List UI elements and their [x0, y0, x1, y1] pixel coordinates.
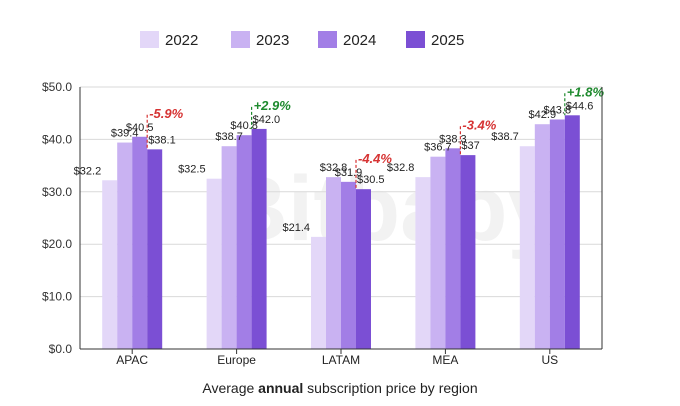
value-label: $31.9 — [335, 167, 363, 179]
value-label: $37 — [461, 140, 479, 152]
legend-swatch — [318, 31, 337, 48]
chart-caption: Average annual subscription price by reg… — [0, 380, 680, 396]
value-label: $32.8 — [387, 162, 415, 174]
change-label: -5.9% — [149, 106, 183, 121]
watermark: Bitbaby — [221, 158, 558, 260]
change-label: -3.4% — [462, 117, 496, 132]
x-axis: APAC Europe LATAM MEA US — [80, 87, 603, 367]
x-tick-label: US — [541, 353, 558, 367]
value-label: $21.4 — [282, 222, 310, 234]
value-label: $32.5 — [178, 164, 206, 176]
value-label: $32.8 — [320, 162, 348, 174]
bar — [415, 177, 431, 349]
caption-pre: Average — [202, 380, 259, 396]
value-label: $38.7 — [215, 131, 243, 143]
bar — [221, 146, 237, 349]
value-label: $39.4 — [111, 128, 139, 140]
chart-legend: 2022 2023 2024 2025 — [140, 31, 464, 49]
value-label: $44.6 — [566, 100, 594, 112]
legend-label: 2024 — [343, 32, 376, 49]
legend-label: 2023 — [256, 32, 289, 49]
bar — [549, 119, 565, 349]
value-label: $32.2 — [74, 165, 102, 177]
legend-swatch — [406, 31, 425, 48]
bar — [460, 155, 476, 349]
bar — [311, 236, 326, 349]
bar — [132, 136, 148, 349]
y-tick-label: $20.0 — [42, 237, 72, 251]
x-tick-label: Europe — [217, 353, 256, 367]
value-label: $42.0 — [253, 114, 281, 126]
y-tick-label: $50.0 — [42, 80, 72, 94]
bar — [117, 142, 133, 349]
value-label: $30.5 — [357, 174, 385, 186]
legend-label: 2022 — [165, 32, 198, 49]
value-label: $40.5 — [126, 122, 154, 134]
bar — [341, 181, 356, 349]
bar — [251, 128, 267, 349]
bar — [102, 180, 118, 349]
x-tick-label: LATAM — [322, 353, 360, 367]
legend-swatch — [140, 31, 159, 48]
x-tick-label: MEA — [432, 353, 458, 367]
bars: $32.2$39.4$40.5$38.1-5.9%$32.5$38.7$40.8… — [74, 84, 605, 350]
bar — [519, 146, 535, 349]
y-axis: $0.0 $10.0 $20.0 $30.0 $40.0 $50.0 — [42, 80, 81, 356]
x-tick-label: APAC — [116, 353, 148, 367]
bar — [356, 189, 371, 349]
y-tick-label: $0.0 — [49, 342, 73, 356]
bar — [206, 178, 222, 349]
value-label: $40.8 — [230, 120, 258, 132]
caption-post: subscription price by region — [303, 380, 478, 396]
bar — [147, 149, 163, 349]
bar — [236, 135, 252, 349]
caption-bold: annual — [258, 380, 304, 396]
change-label: +2.9% — [254, 98, 292, 113]
change-label: +1.8% — [567, 84, 605, 99]
bar — [445, 148, 461, 349]
bar — [564, 115, 580, 350]
bar — [430, 156, 446, 349]
legend-swatch — [231, 31, 250, 48]
value-label: $36.7 — [424, 142, 452, 154]
y-tick-label: $30.0 — [42, 185, 72, 199]
y-tick-label: $10.0 — [42, 290, 72, 304]
value-label: $38.3 — [439, 133, 467, 145]
value-label: $38.1 — [148, 134, 176, 146]
change-label: -4.4% — [358, 151, 392, 166]
value-label: $43.8 — [544, 104, 572, 116]
legend-label: 2025 — [431, 32, 464, 49]
value-label: $38.7 — [491, 131, 519, 143]
y-tick-label: $40.0 — [42, 132, 72, 146]
bar — [326, 177, 341, 349]
bar — [534, 124, 550, 349]
value-label: $42.9 — [529, 109, 557, 121]
